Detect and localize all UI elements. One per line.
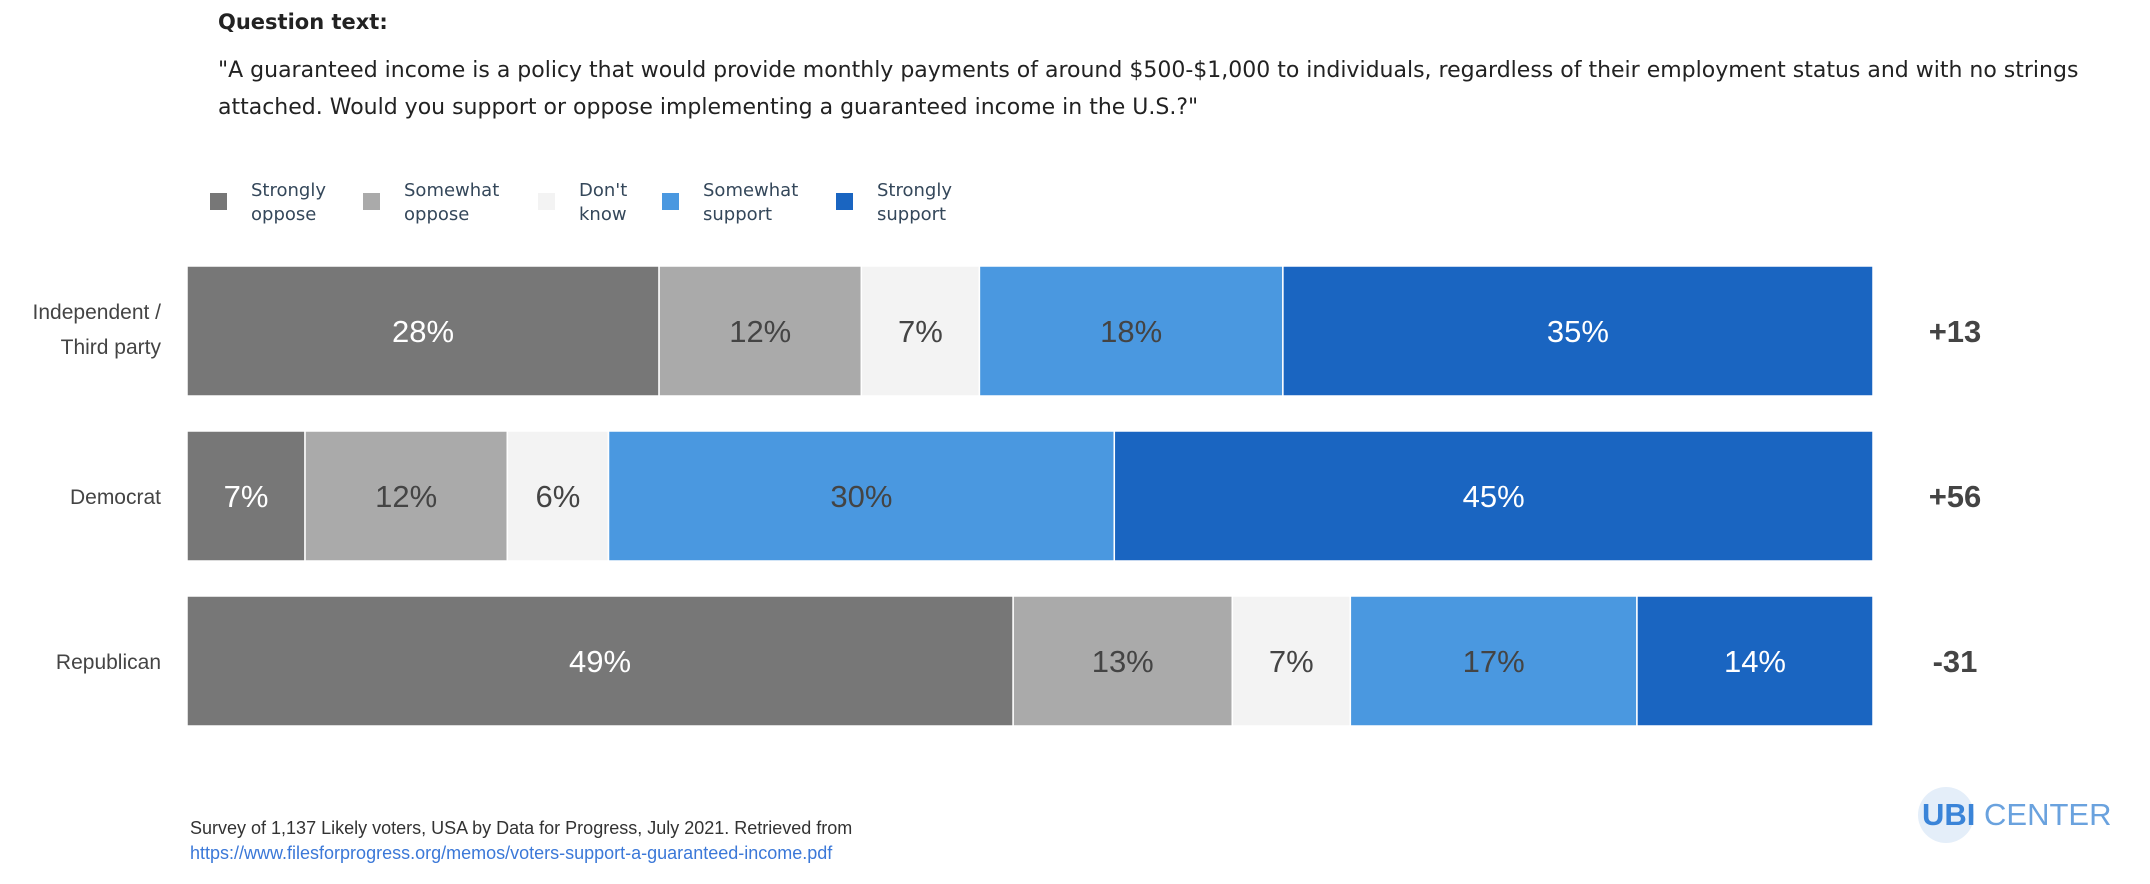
net-value: +13 [1929, 314, 1982, 349]
data-label: 13% [1092, 644, 1154, 679]
stacked-bar-chart: Strongly oppose Somewhat oppose Don't know Som… [33, 180, 1982, 727]
bar-independent-third-party-somewhat-oppose [658, 265, 863, 397]
category-label-republican: Republican [56, 651, 161, 674]
data-label: 18% [1100, 314, 1162, 349]
data-label: 12% [729, 314, 791, 349]
bar-democrat-strongly-support [1113, 430, 1874, 562]
bar-republican-somewhat-oppose [1012, 595, 1234, 727]
legend-label-don-t-know: Don't know [579, 180, 627, 225]
bar-independent-third-party-strongly-support [1282, 265, 1874, 397]
logo-text: UBI CENTER [1922, 797, 2111, 833]
source-link[interactable]: https://www.filesforprogress.org/memos/v… [190, 843, 833, 863]
bar-democrat-somewhat-oppose [304, 430, 509, 562]
data-label: 12% [375, 479, 437, 514]
data-label: 30% [830, 479, 892, 514]
source-text: Survey of 1,137 Likely voters, USA by Da… [190, 818, 853, 838]
net-value: -31 [1933, 644, 1978, 679]
bar-republican-strongly-support [1636, 595, 1874, 727]
legend-label-strongly-support: Strongly support [877, 180, 952, 225]
net-value: +56 [1929, 479, 1982, 514]
legend-label-strongly-oppose: Strongly oppose [251, 180, 326, 225]
data-label: 7% [1269, 644, 1314, 679]
category-label-independent-third-party: Independent / Third party [33, 301, 162, 359]
legend-swatch-somewhat-oppose [363, 193, 380, 210]
data-label: 49% [569, 644, 631, 679]
data-label: 45% [1463, 479, 1525, 514]
category-label-democrat: Democrat [70, 486, 161, 509]
bar-democrat-strongly-oppose [186, 430, 306, 562]
legend-label-somewhat-support: Somewhat support [703, 180, 798, 225]
bar-republican-somewhat-support [1349, 595, 1638, 727]
bar-independent-third-party-strongly-oppose [186, 265, 660, 397]
logo-circle [1918, 787, 1974, 843]
legend-swatch-strongly-support [836, 193, 853, 210]
ubi-center-logo: UBI CENTER [1918, 785, 2111, 845]
bar-democrat-somewhat-support [607, 430, 1116, 562]
bar-republican-don-t-know [1231, 595, 1352, 727]
data-label: 7% [898, 314, 943, 349]
bar-independent-third-party-don-t-know [860, 265, 981, 397]
data-label: 17% [1463, 644, 1525, 679]
legend-swatch-don-t-know [538, 193, 555, 210]
data-label: 6% [536, 479, 581, 514]
data-label: 7% [224, 479, 269, 514]
data-label: 28% [392, 314, 454, 349]
logo-ubi: UBI [1922, 797, 1976, 832]
legend-swatch-strongly-oppose [210, 193, 227, 210]
bar-democrat-don-t-know [506, 430, 610, 562]
data-label: 14% [1724, 644, 1786, 679]
question-heading: Question text: [218, 10, 388, 34]
legend-swatch-somewhat-support [662, 193, 679, 210]
legend-label-somewhat-oppose: Somewhat oppose [404, 180, 499, 225]
question-text: "A guaranteed income is a policy that wo… [218, 58, 2079, 120]
data-label: 35% [1547, 314, 1609, 349]
logo-center: CENTER [1984, 797, 2112, 832]
bar-independent-third-party-somewhat-support [978, 265, 1284, 397]
source-note: Survey of 1,137 Likely voters, USA by Da… [190, 816, 852, 866]
